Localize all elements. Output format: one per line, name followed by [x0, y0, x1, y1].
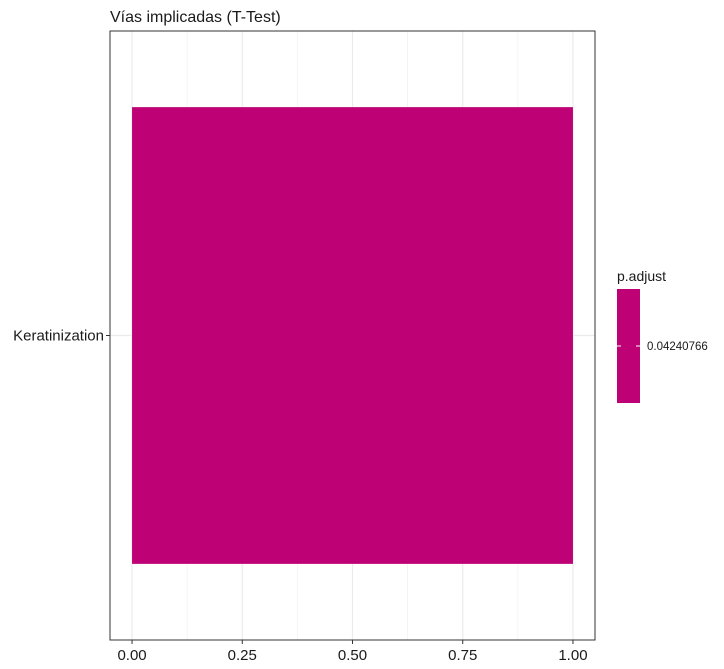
x-tick-label: 0.25	[228, 647, 257, 664]
legend-colorbar	[617, 289, 640, 403]
x-tick-label: 0.75	[448, 647, 477, 664]
y-tick-label: Keratinization	[13, 328, 104, 345]
legend-title: p.adjust	[617, 268, 666, 284]
plot-area: Keratinization 0.00 0.25 0.50 0.75 1.00	[13, 30, 596, 664]
legend: p.adjust 0.04240766	[617, 268, 708, 403]
legend-label: 0.04240766	[647, 341, 708, 353]
x-tick-label: 0.50	[338, 647, 367, 664]
x-tick-label: 0.00	[117, 647, 146, 664]
chart-title: Vías implicadas (T-Test)	[110, 9, 281, 26]
bar	[132, 107, 573, 564]
x-tick-label: 1.00	[558, 647, 587, 664]
